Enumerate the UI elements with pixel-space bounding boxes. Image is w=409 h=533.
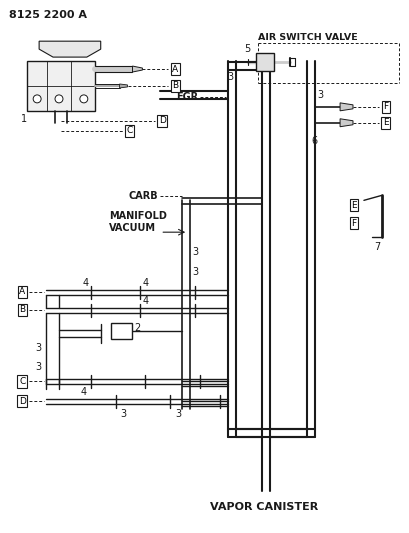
Text: 5: 5 <box>243 44 249 54</box>
Text: MANIFOLD
VACUUM: MANIFOLD VACUUM <box>108 212 166 233</box>
Polygon shape <box>339 119 352 127</box>
Text: 1: 1 <box>21 114 27 124</box>
Text: 3: 3 <box>35 362 41 373</box>
Text: VAPOR CANISTER: VAPOR CANISTER <box>210 502 318 512</box>
Text: C: C <box>126 126 133 135</box>
Text: EGR: EGR <box>175 92 198 102</box>
Text: 3: 3 <box>120 409 126 419</box>
Text: 4: 4 <box>83 278 89 288</box>
Text: 2: 2 <box>134 322 140 333</box>
Circle shape <box>80 95 88 103</box>
Bar <box>27 61 94 111</box>
Text: 3: 3 <box>317 90 323 100</box>
Bar <box>110 322 132 338</box>
Text: 3: 3 <box>192 267 198 277</box>
Text: C: C <box>19 377 25 386</box>
Text: B: B <box>172 82 178 91</box>
Polygon shape <box>39 41 101 57</box>
Text: 3: 3 <box>175 409 181 419</box>
Bar <box>255 53 273 71</box>
Text: F: F <box>351 219 356 228</box>
Text: E: E <box>382 118 388 127</box>
Text: 4: 4 <box>142 278 148 288</box>
Text: 4: 4 <box>81 387 87 397</box>
Text: CARB: CARB <box>128 191 158 201</box>
Text: 7: 7 <box>373 242 379 252</box>
Text: 6: 6 <box>310 136 317 146</box>
Text: B: B <box>19 305 25 314</box>
Text: F: F <box>382 102 387 111</box>
Polygon shape <box>132 66 142 72</box>
Polygon shape <box>339 103 352 111</box>
Text: 3: 3 <box>226 72 232 82</box>
Text: 3: 3 <box>35 343 41 352</box>
Text: E: E <box>351 201 356 210</box>
Text: 3: 3 <box>192 247 198 257</box>
Text: 8125 2200 A: 8125 2200 A <box>9 10 87 20</box>
Circle shape <box>33 95 41 103</box>
Text: AIR SWITCH VALVE: AIR SWITCH VALVE <box>257 33 357 42</box>
Circle shape <box>55 95 63 103</box>
Text: D: D <box>19 397 26 406</box>
Polygon shape <box>119 84 127 88</box>
Text: A: A <box>172 64 178 74</box>
Text: D: D <box>158 116 165 125</box>
Text: A: A <box>19 287 25 296</box>
Text: 4: 4 <box>142 296 148 306</box>
